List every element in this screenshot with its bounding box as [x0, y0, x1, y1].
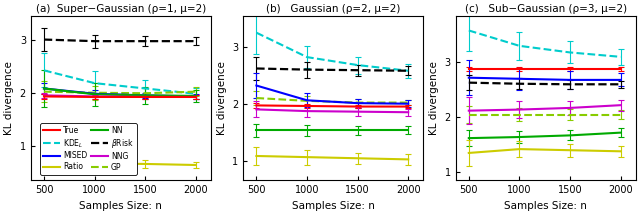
Y-axis label: KL divergence: KL divergence — [429, 61, 439, 135]
Title: (a)  Super−Gaussian (ρ=1, μ=2): (a) Super−Gaussian (ρ=1, μ=2) — [36, 4, 206, 14]
Y-axis label: KL divergence: KL divergence — [4, 61, 14, 135]
X-axis label: Samples Size: n: Samples Size: n — [504, 201, 587, 211]
Legend: True, $\mathrm{KDE}_L$, MISED, Ratio, NN, $\beta$Risk, NNG, GP: True, $\mathrm{KDE}_L$, MISED, Ratio, NN… — [40, 123, 137, 175]
Y-axis label: KL divergence: KL divergence — [216, 61, 227, 135]
Title: (c)   Sub−Gaussian (ρ=3, μ=2): (c) Sub−Gaussian (ρ=3, μ=2) — [465, 4, 627, 14]
Title: (b)   Gaussian (ρ=2, μ=2): (b) Gaussian (ρ=2, μ=2) — [266, 4, 401, 14]
X-axis label: Samples Size: n: Samples Size: n — [79, 201, 163, 211]
X-axis label: Samples Size: n: Samples Size: n — [292, 201, 375, 211]
